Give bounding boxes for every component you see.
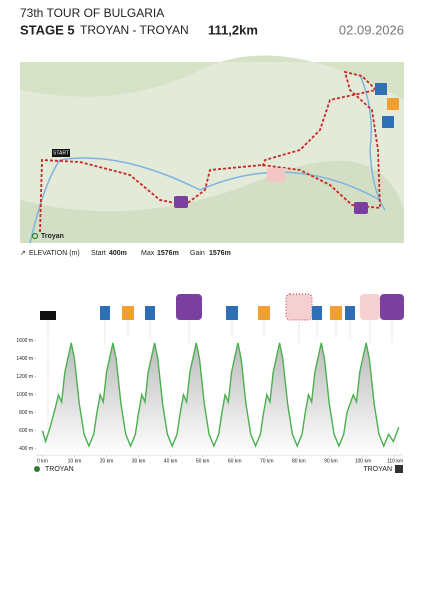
finish-town: TROYAN (363, 466, 392, 473)
mountain-jersey-icon (285, 293, 313, 321)
bin-icon (312, 306, 322, 320)
town-marker (31, 232, 39, 240)
elevation-area (42, 342, 399, 455)
stage-date: 02.09.2026 (339, 22, 404, 37)
x-tick-label: 10 km (68, 458, 82, 464)
map-town-label: Troyan (41, 233, 64, 240)
elevation-line (41, 342, 400, 448)
x-tick-label: 50 km (196, 458, 210, 464)
jersey-icon (174, 196, 188, 208)
start-flag-icon (40, 311, 56, 320)
route (39, 70, 381, 233)
max-value: 1576m (157, 250, 179, 257)
icons (100, 293, 404, 321)
gain-value: 1576m (209, 250, 231, 257)
start-flag (52, 149, 70, 157)
y-tick-label: 600 m (19, 428, 33, 434)
map-start-label: START (53, 150, 69, 156)
bin-icon (345, 306, 355, 320)
bin-icon (100, 306, 110, 320)
river (29, 74, 386, 244)
start-label: Start (91, 250, 106, 257)
gain-label: Gain (190, 250, 205, 257)
y-tick-label: 400 m (19, 446, 33, 452)
start-marker (34, 466, 40, 472)
mountain-icon (267, 168, 285, 182)
finish-marker (395, 465, 403, 473)
x-tick-label: 20 km (100, 458, 114, 464)
mountain-jersey-icon (360, 294, 380, 320)
feed-icon (387, 98, 399, 110)
jersey-icon (380, 294, 404, 320)
elevation-arrow: ↗ (20, 250, 26, 257)
max-label: Max (141, 250, 155, 257)
y-tick-label: 1400 m (16, 356, 33, 362)
y-tick-label: 1000 m (16, 392, 33, 398)
start-town: TROYAN (45, 466, 74, 473)
jersey-icon (176, 294, 202, 320)
stage-distance: 111,2km (208, 22, 258, 37)
x-tick-label: 30 km (132, 458, 146, 464)
marker-lines (47, 320, 393, 430)
stage-route: TROYAN - TROYAN (80, 23, 189, 37)
x-tick-label: 70 km (260, 458, 274, 464)
stage-number: STAGE 5 (20, 22, 75, 37)
food-icon (330, 306, 342, 320)
feed-icon (382, 116, 394, 128)
start-value: 400m (109, 250, 127, 257)
bin-icon (145, 306, 155, 320)
x-tick-label: 110 km (387, 458, 403, 464)
race-title: 73th TOUR OF BULGARIA (20, 6, 164, 20)
jersey-icon (354, 202, 368, 214)
elevation-label: ELEVATION (m) (29, 250, 80, 257)
y-tick-label: 800 m (19, 410, 33, 416)
x-tick-label: 0 km (37, 458, 48, 464)
x-tick-label: 90 km (324, 458, 338, 464)
y-tick-label: 1600 m (16, 338, 33, 344)
x-tick-label: 100 km (355, 458, 371, 464)
food-icon (122, 306, 134, 320)
map-forest (20, 160, 404, 243)
feed-icon (375, 83, 387, 95)
x-tick-label: 60 km (228, 458, 242, 464)
x-tick-label: 80 km (292, 458, 306, 464)
map-forest (20, 55, 404, 100)
food-icon (258, 306, 270, 320)
feed-icon (226, 306, 238, 320)
x-tick-label: 40 km (164, 458, 178, 464)
y-tick-label: 1200 m (16, 374, 33, 380)
